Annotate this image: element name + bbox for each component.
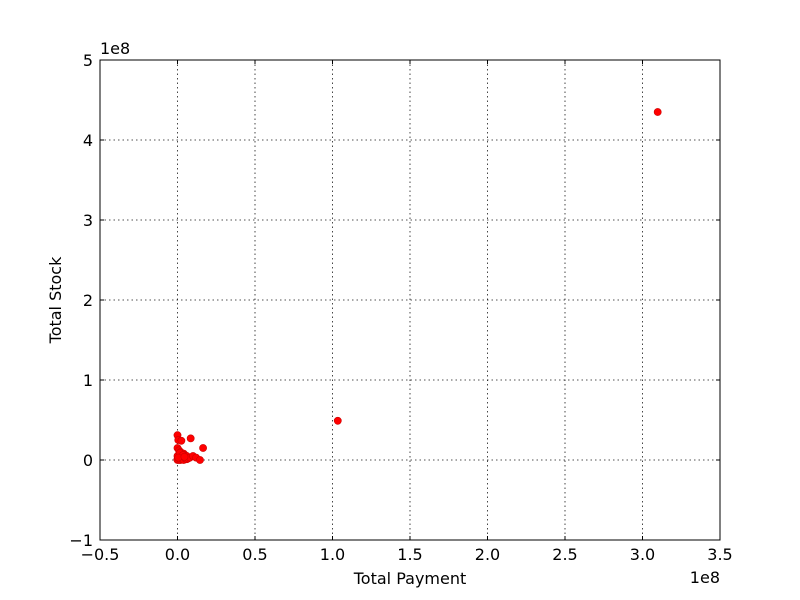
x-tick-label: −0.5 (81, 545, 120, 564)
x-tick-label: 2.0 (475, 545, 500, 564)
data-point (333, 416, 342, 425)
y-tick-label: −1 (69, 531, 93, 550)
y-axis-label: Total Stock (46, 256, 65, 344)
y-tick-label: 4 (83, 131, 93, 150)
data-point (199, 444, 207, 452)
ticks-layer: −0.5 0.0 0.5 1.0 1.5 2.0 2.5 3.0 3.5 −1 0 1 2 3 4 5 (69, 51, 732, 564)
x-tick-label: 2.5 (552, 545, 577, 564)
data-point (186, 434, 195, 443)
y-tick-label: 0 (83, 451, 93, 470)
x-tick-label: 1.5 (397, 545, 422, 564)
data-point (653, 108, 662, 116)
x-tick-label: 0.5 (242, 545, 267, 564)
data-point (196, 456, 204, 464)
data-point (180, 452, 189, 461)
grid-layer (99, 59, 721, 541)
y-tick-label: 1 (83, 371, 93, 390)
x-multiplier-label: 1e8 (690, 568, 720, 587)
points-layer (173, 108, 662, 464)
x-tick-label: 3.5 (707, 545, 732, 564)
x-axis-label: Total Payment (353, 569, 467, 588)
x-tick-label: 3.0 (630, 545, 655, 564)
y-tick-label: 3 (83, 211, 93, 230)
y-multiplier-label: 1e8 (100, 39, 130, 58)
y-tick-label: 2 (83, 291, 93, 310)
x-tick-label: 0.0 (165, 545, 190, 564)
x-tick-label: 1.0 (320, 545, 345, 564)
y-tick-label: 5 (83, 51, 93, 70)
data-point (177, 436, 186, 445)
